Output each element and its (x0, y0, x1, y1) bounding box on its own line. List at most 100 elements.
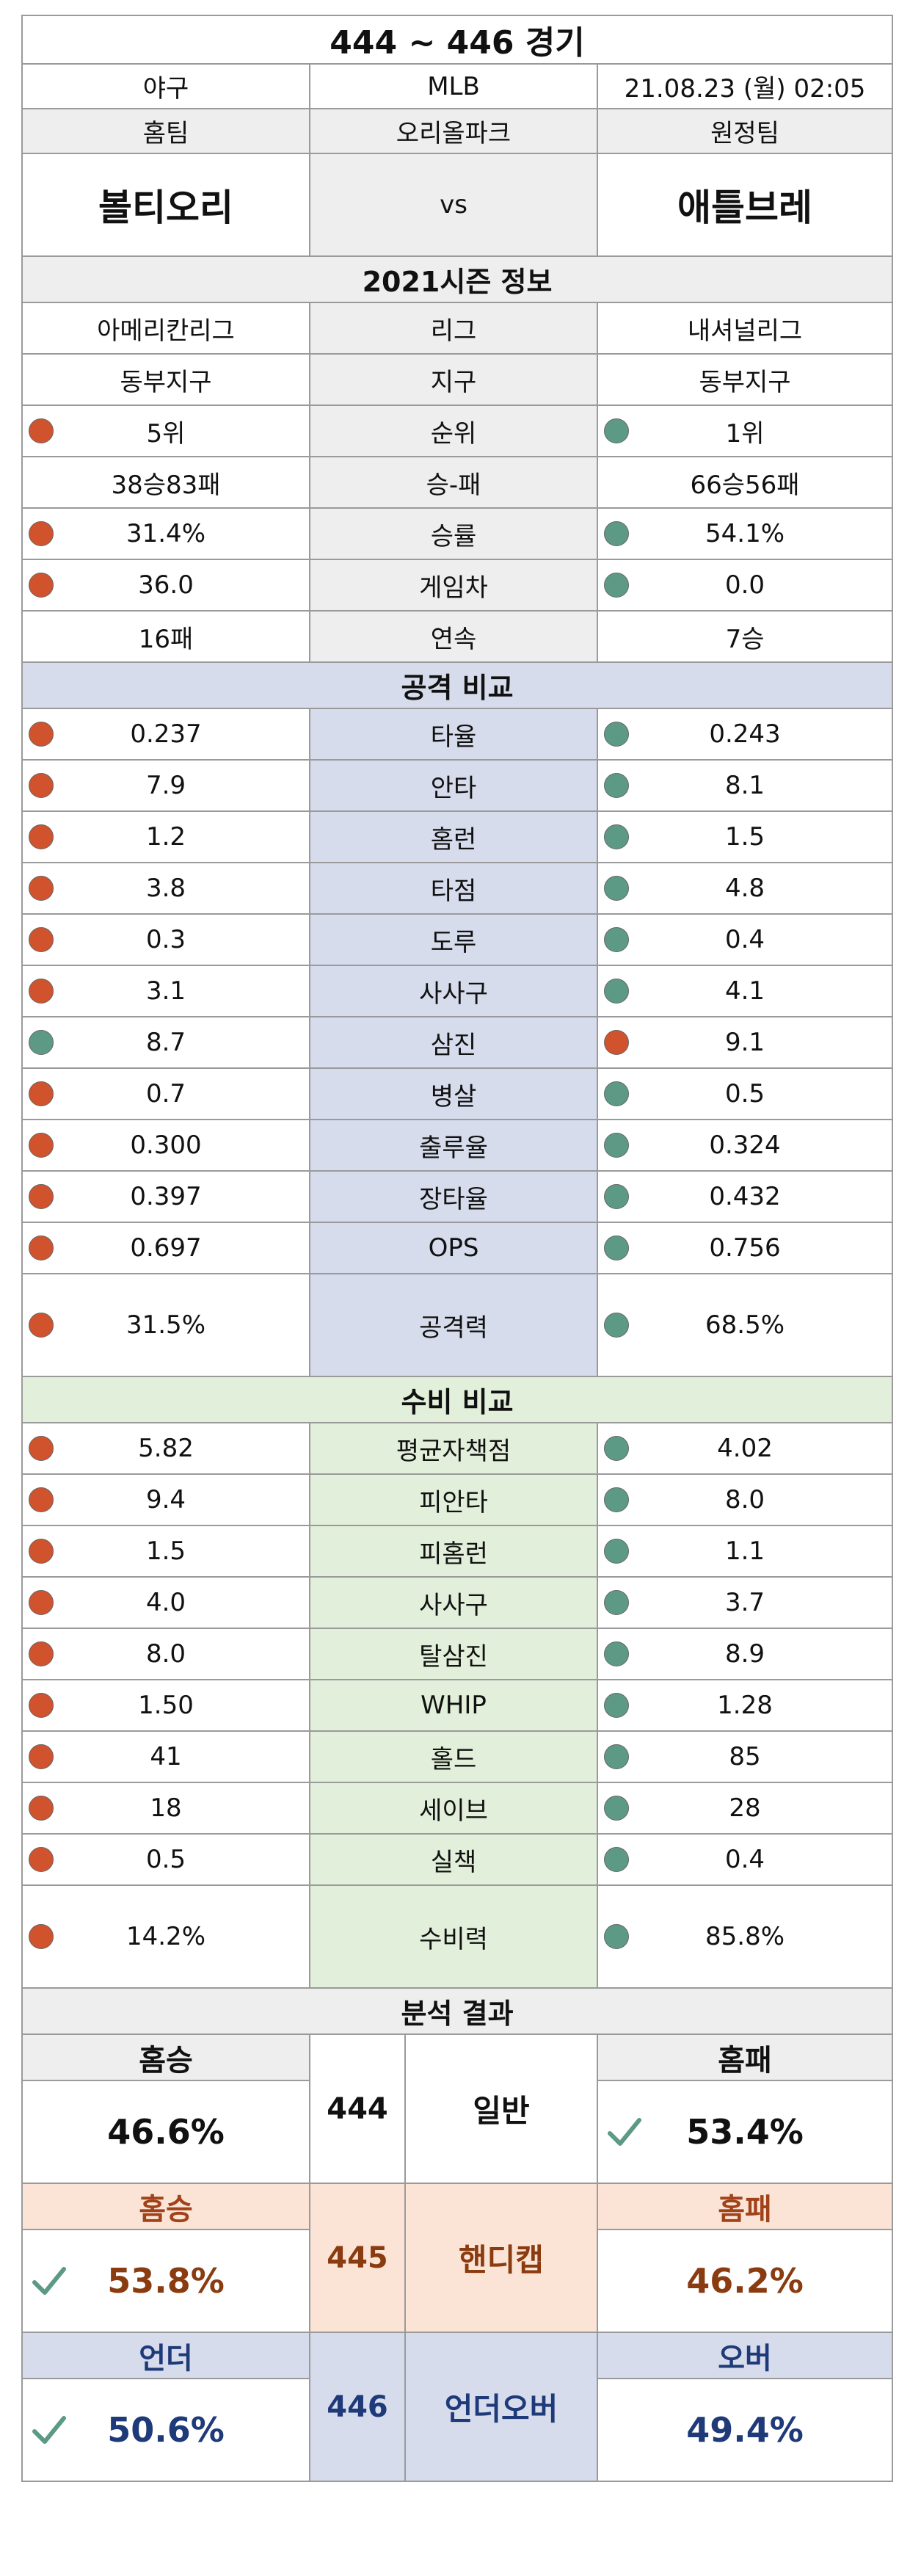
table-row: 0.7 병살 0.5 (21, 1067, 894, 1120)
away-value: 동부지구 (596, 353, 894, 406)
home-value-text: 1.50 (138, 1691, 194, 1720)
underover-left-pct-text: 50.6% (107, 2410, 225, 2450)
stat-label-text: 탈삼진 (419, 1641, 488, 1672)
team-row: 볼티오리 vs 애틀브레 (21, 153, 894, 257)
away-value-text: 내셔널리그 (687, 316, 803, 346)
away-value-text: 4.02 (717, 1434, 773, 1463)
league-cell-text: MLB (427, 71, 480, 101)
away-value: 8.1 (596, 759, 894, 812)
stat-label: 장타율 (309, 1170, 598, 1223)
table-row: 9.4 피안타 8.0 (21, 1473, 894, 1526)
home-value-text: 3.8 (145, 874, 186, 903)
stat-label: 홀드 (309, 1730, 598, 1783)
handicap-label: 핸디캡 (404, 2183, 598, 2333)
red-dot-icon (29, 1693, 54, 1718)
home-value: 38승83패 (21, 456, 310, 509)
home-attack-power: 31.5% (21, 1273, 310, 1377)
general-right-head: 홈패 (596, 2033, 894, 2081)
red-dot-icon (29, 573, 54, 598)
stat-label-text: 순위 (430, 418, 477, 449)
stat-label: 승-패 (309, 456, 598, 509)
away-value: 1위 (596, 404, 894, 457)
green-dot-icon (604, 1236, 629, 1260)
away-value: 4.02 (596, 1422, 894, 1475)
home-value: 0.397 (21, 1170, 310, 1223)
stat-label-text: 연속 (430, 624, 477, 654)
away-value: 0.243 (596, 708, 894, 761)
stat-label-text: 피안타 (419, 1487, 488, 1517)
away-value: 1.28 (596, 1679, 894, 1732)
home-value: 동부지구 (21, 353, 310, 406)
home-value: 5.82 (21, 1422, 310, 1475)
home-value: 9.4 (21, 1473, 310, 1526)
vs-cell: vs (309, 153, 598, 257)
table-row: 1.5 피홈런 1.1 (21, 1525, 894, 1578)
home-value-text: 1.2 (145, 822, 186, 852)
away-value-text: 1.1 (724, 1536, 765, 1566)
stat-label: 게임차 (309, 559, 598, 612)
away-value-text: 8.9 (724, 1639, 765, 1669)
home-value-text: 0.397 (130, 1182, 202, 1211)
stat-label-text: 승률 (430, 521, 477, 551)
handicap-right-head-text: 홈패 (718, 2192, 772, 2227)
stat-label: 지구 (309, 353, 598, 406)
table-row: 1.50 WHIP 1.28 (21, 1679, 894, 1732)
away-value-text: 0.756 (709, 1233, 781, 1263)
home-value: 0.3 (21, 913, 310, 966)
red-dot-icon (29, 979, 54, 1004)
stat-label-text: 사사구 (419, 1590, 488, 1620)
red-dot-icon (29, 418, 54, 443)
home-value: 1.2 (21, 810, 310, 863)
away-value-text: 0.0 (724, 570, 765, 600)
away-value: 54.1% (596, 507, 894, 560)
underover-label-text: 언더오버 (444, 2391, 558, 2427)
red-dot-icon (29, 1539, 54, 1564)
away-value: 0.5 (596, 1067, 894, 1120)
away-value-text: 4.8 (724, 874, 765, 903)
away-value-text: 0.4 (724, 1845, 765, 1874)
home-value: 8.7 (21, 1016, 310, 1069)
away-label: 원정팀 (596, 108, 894, 154)
analysis-section-title: 분석 결과 (21, 1987, 894, 2035)
green-dot-icon (604, 1436, 629, 1461)
away-attack-power-text: 68.5% (705, 1310, 785, 1340)
red-dot-icon (29, 1081, 54, 1106)
handicap-number-text: 445 (327, 2241, 388, 2275)
table-row: 8.0 탈삼진 8.9 (21, 1628, 894, 1680)
home-value: 18 (21, 1782, 310, 1835)
home-value-text: 8.7 (145, 1028, 186, 1057)
green-dot-icon (29, 1030, 54, 1055)
away-defense-power: 85.8% (596, 1884, 894, 1989)
attack-power-label: 공격력 (309, 1273, 598, 1377)
underover-left-pct: 50.6% (21, 2378, 310, 2482)
red-dot-icon (29, 1236, 54, 1260)
red-dot-icon (29, 722, 54, 747)
stat-label: 순위 (309, 404, 598, 457)
stat-label-text: 타율 (430, 722, 477, 752)
page-title-text: 444 ~ 446 경기 (330, 24, 585, 62)
info-row: 야구 MLB 21.08.23 (월) 02:05 (21, 63, 894, 109)
green-dot-icon (604, 521, 629, 546)
stat-label: 연속 (309, 610, 598, 663)
stat-label-text: 피홈런 (419, 1539, 488, 1569)
stat-label-text: 리그 (430, 316, 477, 346)
stat-label-text: 게임차 (419, 573, 488, 603)
green-dot-icon (604, 1924, 629, 1949)
table-row: 4.0 사사구 3.7 (21, 1576, 894, 1629)
table-row: 0.5 실책 0.4 (21, 1833, 894, 1886)
green-dot-icon (604, 1796, 629, 1821)
underover-number: 446 (309, 2332, 406, 2482)
stat-label-text: 병살 (430, 1081, 477, 1111)
stat-label: 탈삼진 (309, 1628, 598, 1680)
home-value-text: 38승83패 (111, 470, 221, 500)
general-right-pct-text: 53.4% (686, 2112, 804, 2152)
away-value-text: 1.28 (717, 1691, 773, 1720)
away-value: 1.5 (596, 810, 894, 863)
analysis-section-title-text: 분석 결과 (401, 1998, 514, 2030)
table-row: 5위 순위 1위 (21, 404, 894, 457)
general-left-head-text: 홈승 (139, 2043, 193, 2078)
away-value-text: 3.7 (724, 1588, 765, 1617)
green-dot-icon (604, 1744, 629, 1769)
away-value-text: 동부지구 (699, 367, 791, 397)
stat-label-text: 지구 (430, 367, 477, 397)
